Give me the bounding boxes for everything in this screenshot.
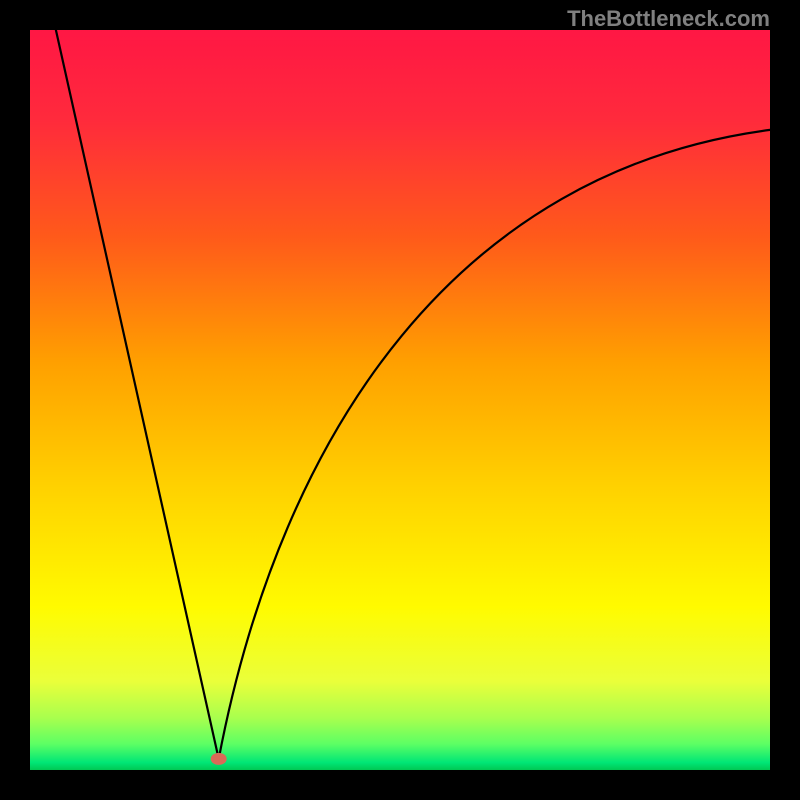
chart-frame: TheBottleneck.com (0, 0, 800, 800)
bottleneck-curve (30, 30, 770, 770)
plot-area (30, 30, 770, 770)
optimum-marker-icon (211, 753, 227, 765)
attribution-text: TheBottleneck.com (567, 6, 770, 32)
